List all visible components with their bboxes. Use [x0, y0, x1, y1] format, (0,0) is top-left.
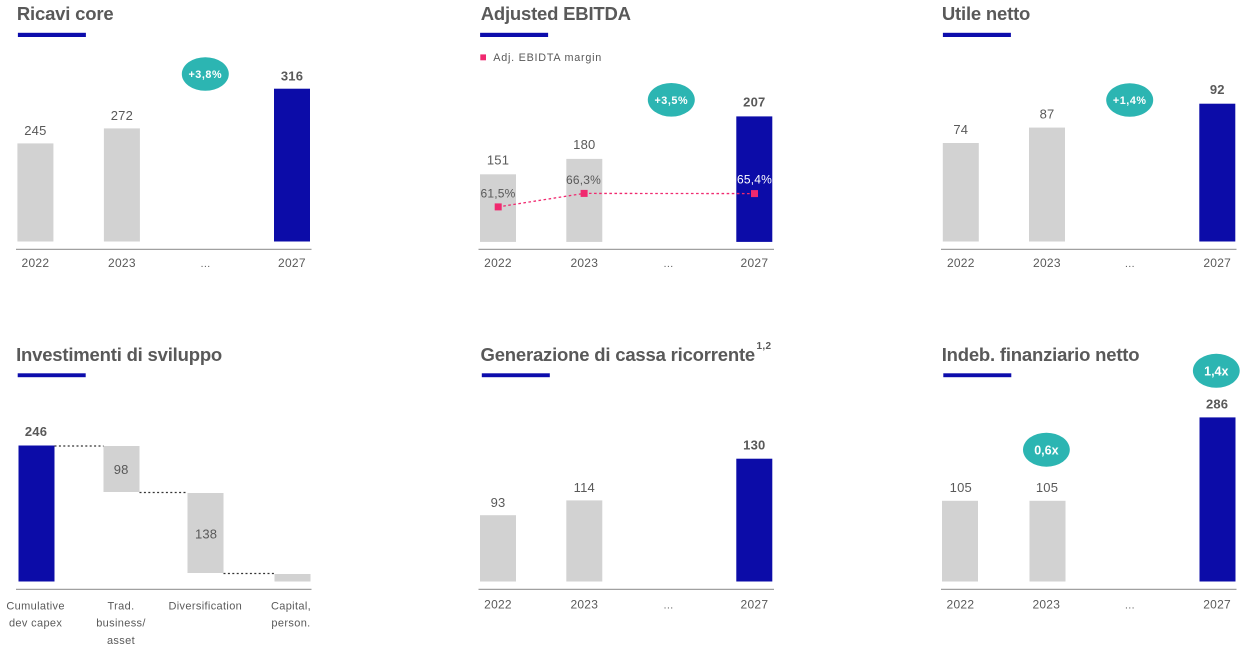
svg-text:316: 316	[281, 69, 303, 84]
svg-text:person.: person.	[271, 618, 310, 630]
svg-text:+1,4%: +1,4%	[1113, 95, 1147, 107]
svg-text:Trad.: Trad.	[107, 601, 134, 613]
svg-text:Utile netto: Utile netto	[942, 3, 1030, 24]
svg-text:Generazione di cassa ricorrent: Generazione di cassa ricorrente	[481, 344, 756, 365]
svg-text:Diversification: Diversification	[168, 601, 242, 613]
svg-text:2027: 2027	[741, 598, 769, 612]
svg-text:92: 92	[1210, 82, 1225, 97]
svg-text:Investimenti di sviluppo: Investimenti di sviluppo	[16, 344, 222, 365]
svg-text:286: 286	[1206, 397, 1228, 412]
svg-text:…: …	[1124, 600, 1135, 612]
svg-text:2022: 2022	[22, 256, 50, 270]
svg-text:207: 207	[743, 94, 765, 109]
svg-text:272: 272	[111, 108, 133, 123]
svg-text:138: 138	[195, 527, 217, 542]
svg-text:Adjusted EBITDA: Adjusted EBITDA	[481, 3, 631, 24]
svg-text:130: 130	[743, 437, 765, 452]
svg-text:2027: 2027	[741, 256, 769, 270]
svg-text:246: 246	[25, 424, 47, 439]
svg-text:151: 151	[487, 152, 509, 167]
svg-text:114: 114	[574, 480, 595, 495]
svg-text:61,5%: 61,5%	[480, 186, 515, 200]
svg-text:Indeb. finanziario netto: Indeb. finanziario netto	[942, 344, 1140, 365]
svg-text:65,4%: 65,4%	[737, 173, 772, 187]
svg-text:98: 98	[114, 462, 129, 477]
svg-text:business/: business/	[96, 618, 146, 630]
svg-text:180: 180	[573, 137, 595, 152]
svg-text:2023: 2023	[108, 256, 136, 270]
svg-text:105: 105	[1036, 480, 1058, 495]
svg-text:+3,5%: +3,5%	[654, 95, 688, 107]
svg-text:2027: 2027	[1203, 256, 1231, 270]
svg-text:…: …	[1125, 258, 1136, 270]
svg-text:Capital,: Capital,	[271, 601, 311, 613]
svg-text:2027: 2027	[1203, 598, 1231, 612]
svg-text:2022: 2022	[947, 598, 975, 612]
svg-text:1,2: 1,2	[757, 341, 772, 352]
svg-text:asset: asset	[107, 635, 135, 647]
svg-text:74: 74	[953, 122, 968, 137]
svg-text:66,3%: 66,3%	[566, 173, 601, 187]
svg-text:105: 105	[950, 480, 972, 495]
svg-text:2023: 2023	[570, 598, 598, 612]
svg-text:+3,8%: +3,8%	[188, 69, 222, 81]
svg-text:2023: 2023	[570, 256, 598, 270]
svg-text:87: 87	[1040, 106, 1055, 121]
svg-text:2022: 2022	[484, 598, 512, 612]
svg-text:2027: 2027	[278, 256, 306, 270]
svg-text:…: …	[200, 258, 211, 270]
svg-text:93: 93	[491, 495, 506, 510]
svg-text:…: …	[663, 600, 674, 612]
svg-text:Cumulative: Cumulative	[6, 601, 65, 613]
svg-text:0,6x: 0,6x	[1034, 444, 1058, 458]
svg-text:2023: 2023	[1032, 598, 1060, 612]
svg-text:2023: 2023	[1033, 256, 1061, 270]
svg-text:dev capex: dev capex	[9, 618, 62, 630]
svg-text:2022: 2022	[947, 256, 975, 270]
svg-text:Ricavi core: Ricavi core	[17, 3, 114, 24]
svg-text:2022: 2022	[484, 256, 512, 270]
svg-text:Adj. EBIDTA margin: Adj. EBIDTA margin	[493, 52, 602, 64]
svg-text:1,4x: 1,4x	[1204, 365, 1228, 379]
svg-text:…: …	[663, 258, 674, 270]
svg-text:245: 245	[24, 123, 46, 138]
